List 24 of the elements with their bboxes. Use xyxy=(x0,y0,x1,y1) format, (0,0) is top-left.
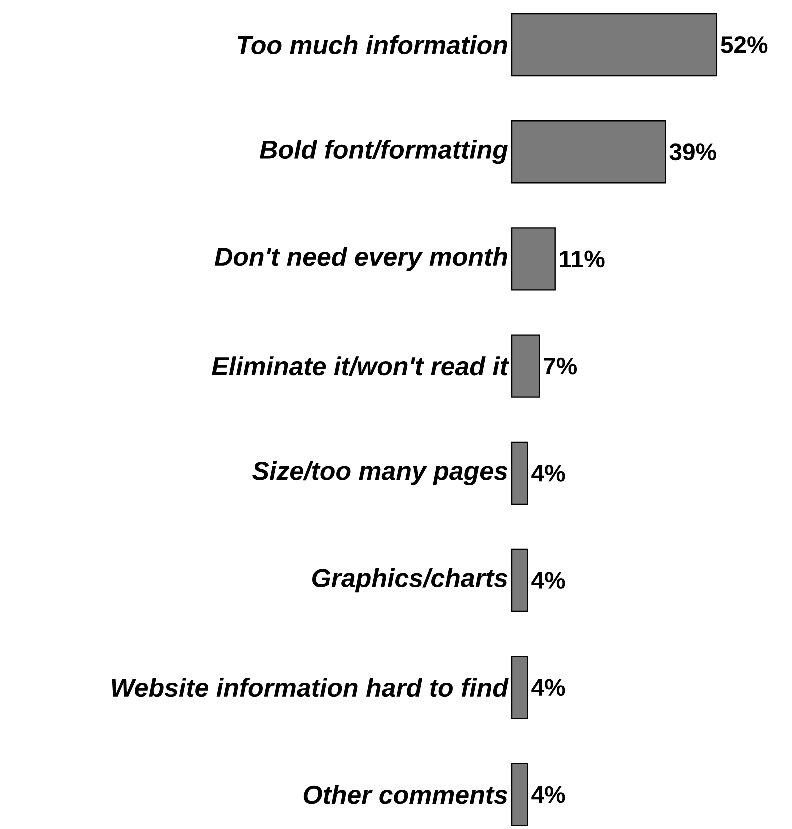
data-label: 7% xyxy=(544,358,578,375)
y-tick-label: Too much information xyxy=(238,35,508,54)
data-label: 4% xyxy=(532,465,566,482)
bar xyxy=(511,13,718,77)
bar xyxy=(511,656,528,720)
data-label: 4% xyxy=(532,786,566,804)
data-label: 11% xyxy=(560,250,605,268)
y-tick-label: Graphics/charts xyxy=(312,568,508,593)
bar xyxy=(511,334,540,398)
data-label: 4% xyxy=(532,679,566,696)
y-tick-label: Size/too many pages xyxy=(252,461,508,486)
data-label: 39% xyxy=(670,144,716,161)
y-tick-label: Bold font/formatting xyxy=(260,140,508,164)
y-tick-label: Eliminate it/won't read it xyxy=(212,356,510,376)
data-label: 52% xyxy=(721,36,768,54)
bar xyxy=(511,120,666,184)
bar xyxy=(511,763,528,826)
bar xyxy=(511,442,528,506)
y-tick-label: Website information hard to find xyxy=(112,678,509,698)
data-label: 4% xyxy=(532,572,566,589)
y-tick-label: Don't need every month xyxy=(214,247,508,272)
bar xyxy=(511,228,556,291)
bar xyxy=(511,548,528,612)
y-tick-label: Other comments xyxy=(304,785,508,804)
